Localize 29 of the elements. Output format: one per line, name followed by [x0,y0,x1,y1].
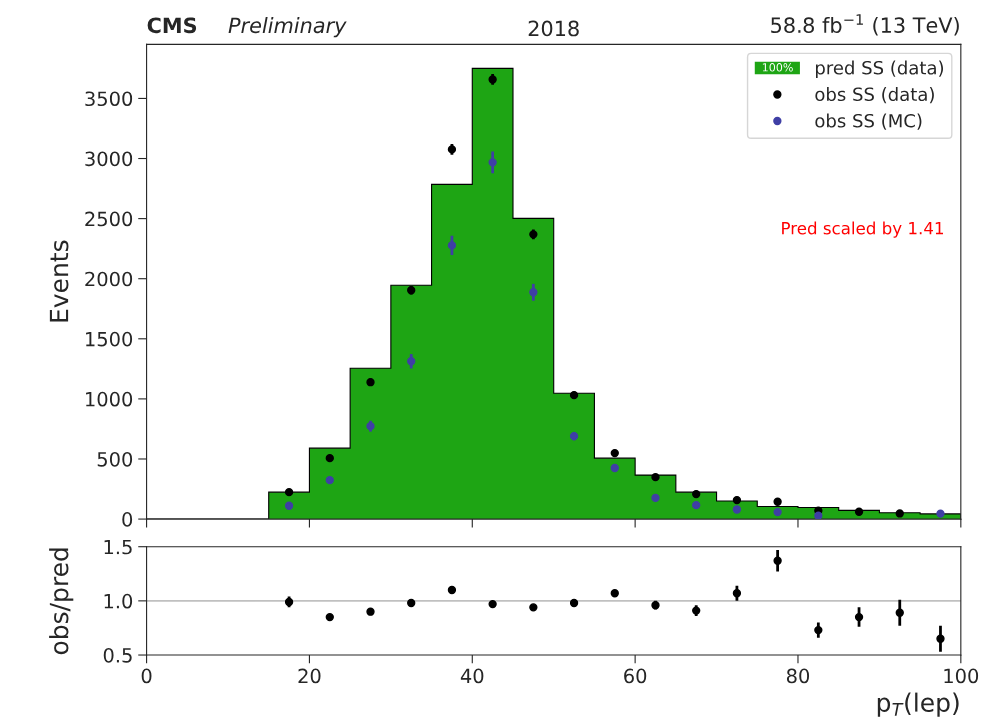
y-tick-label: 1000 [86,391,133,407]
x-tick-label: 100 [944,668,979,684]
y-tick-label: 0 [122,512,133,527]
x-axis-title: p$_{T}$(lep) [877,692,959,717]
y-tick-label: 1.5 [104,539,132,555]
y-tick-label: 2000 [85,271,133,287]
legend-label: pred SS (data) [816,60,944,79]
y-axis-title: obs/pred [49,548,74,655]
y-tick-label: 3500 [85,91,133,107]
annotation: Pred scaled by 1.41 [782,221,943,238]
y-tick-label: 3000 [85,151,133,167]
y-tick-label: 1500 [86,331,133,347]
legend-label: obs SS (data) [815,87,934,104]
x-tick-label: 60 [624,668,647,684]
y-tick-label: 500 [97,451,133,467]
y-axis-title: Events [49,240,69,322]
text: 58.8 fb$^{−1}$ (13 TeV) [771,14,959,36]
x-tick-label: 40 [460,668,484,684]
y-tick-label: 0.5 [103,647,132,663]
chart-title: 2018 [528,20,579,37]
legend-label: obs SS (MC) [815,113,922,130]
x-tick-label: 20 [298,668,321,684]
text: CMS [147,17,197,34]
annotation: 100% [762,63,793,72]
x-tick-label: 80 [786,668,810,684]
y-tick-label: 2500 [85,211,133,227]
text: Preliminary [228,17,347,38]
x-tick-label: 0 [141,668,152,684]
y-tick-label: 1.0 [104,593,133,609]
